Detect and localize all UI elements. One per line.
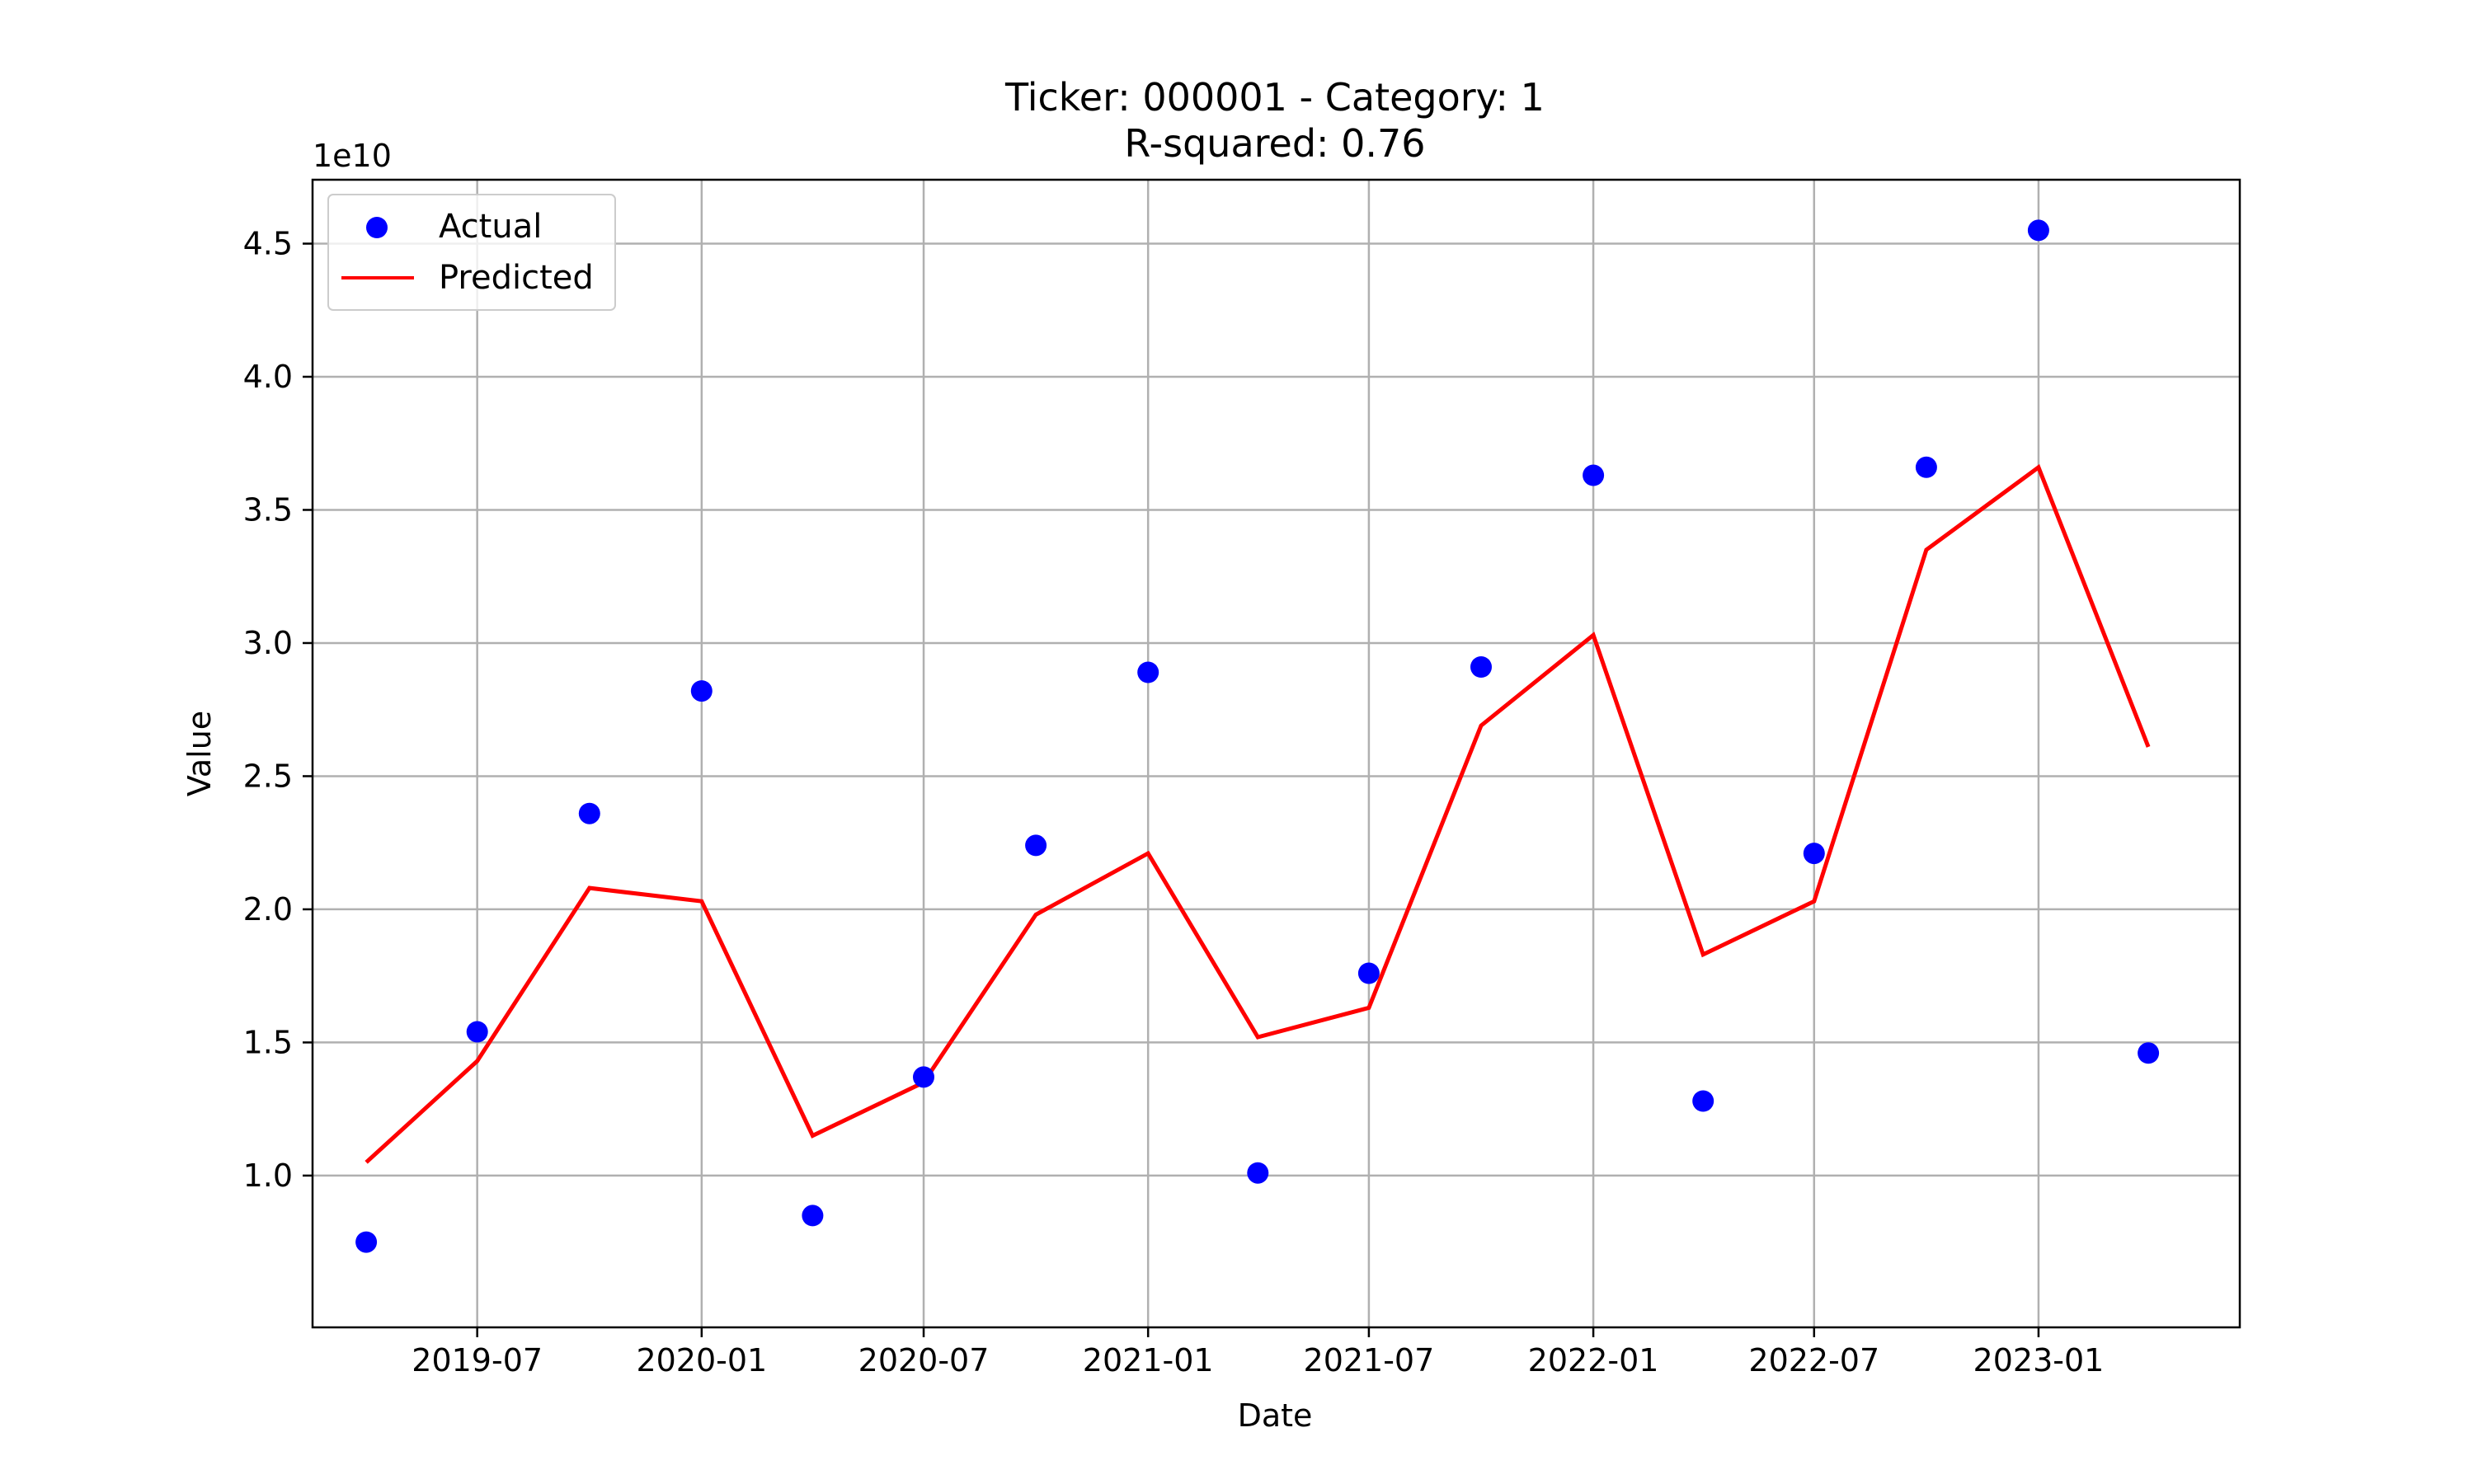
actual-point: [1803, 843, 1825, 865]
y-tick-label: 2.0: [243, 891, 293, 928]
axes: 2019-07 2020-01 2020-07 2021-01 2021-07 2022-…: [243, 226, 2105, 1378]
y-tick-label: 2.5: [243, 758, 293, 794]
y-tick-label: 1.0: [243, 1158, 293, 1194]
actual-point: [1470, 656, 1492, 678]
y-axis-label: Value: [181, 711, 218, 796]
data-series: [355, 219, 2160, 1253]
y-offset-label: 1e10: [313, 138, 392, 174]
actual-point: [802, 1205, 824, 1227]
y-tick-label: 3.0: [243, 625, 293, 661]
x-tick-label: 2020-01: [636, 1342, 767, 1378]
predicted-line: [365, 463, 2151, 1164]
actual-point: [1915, 456, 1937, 478]
actual-point: [1137, 661, 1159, 683]
y-tick-label: 1.5: [243, 1024, 293, 1060]
actual-point: [1692, 1090, 1714, 1112]
chart-title: Ticker: 000001 - Category: 1: [1004, 75, 1545, 120]
actual-point: [1583, 464, 1605, 486]
legend-box: [327, 194, 616, 311]
actual-point: [1357, 962, 1380, 984]
y-tick-label: 3.5: [243, 491, 293, 528]
x-tick-label: 2020-07: [858, 1342, 990, 1378]
x-axis-label: Date: [1238, 1397, 1313, 1434]
actual-point: [1025, 834, 1047, 857]
actual-point: [466, 1021, 488, 1043]
x-tick-label: 2021-01: [1083, 1342, 1214, 1378]
plot-frame: [311, 178, 2241, 1329]
legend-actual-label: Actual: [439, 208, 542, 246]
x-tick-label: 2023-01: [1973, 1342, 2105, 1378]
x-tick-label: 2022-01: [1528, 1342, 1659, 1378]
actual-point: [1247, 1162, 1269, 1184]
grid-lines: [313, 180, 2240, 1327]
legend-actual-marker: [366, 217, 388, 238]
actual-point: [2138, 1042, 2160, 1064]
y-tick-label: 4.5: [243, 226, 293, 262]
actual-point: [690, 680, 713, 702]
x-tick-label: 2019-07: [412, 1342, 543, 1378]
y-tick-label: 4.0: [243, 359, 293, 395]
x-tick-label: 2022-07: [1748, 1342, 1879, 1378]
chart-subtitle: R-squared: 0.76: [1124, 121, 1425, 166]
actual-point: [913, 1066, 934, 1088]
legend: Actual Predicted: [327, 194, 616, 311]
actual-point: [355, 1231, 378, 1253]
actual-point: [578, 802, 600, 824]
legend-predicted-label: Predicted: [439, 259, 594, 297]
actual-point: [2027, 219, 2049, 242]
x-tick-label: 2021-07: [1304, 1342, 1435, 1378]
